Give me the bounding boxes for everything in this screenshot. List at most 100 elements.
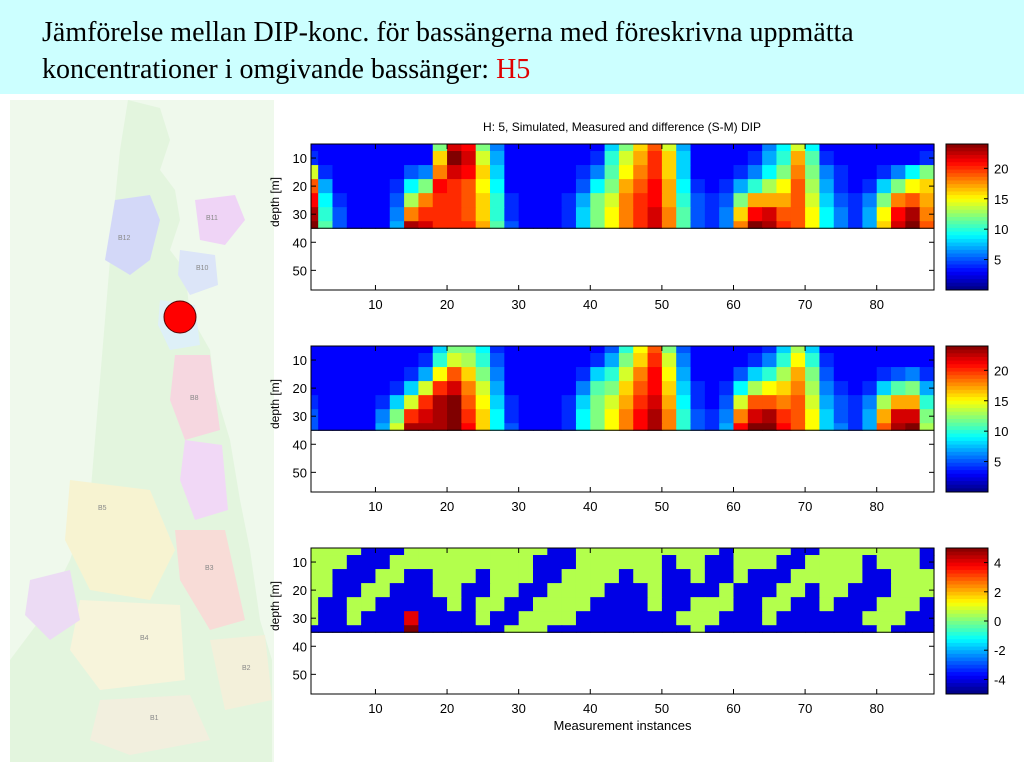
heatmap-cell: [647, 381, 663, 396]
heatmap-cell: [704, 353, 720, 368]
heatmap-cell: [311, 144, 319, 152]
colorbar-segment: [946, 488, 988, 493]
heatmap-cell: [532, 548, 548, 556]
heatmap-cell: [805, 395, 821, 410]
x-tick-label: 60: [726, 297, 740, 312]
heatmap-cell: [805, 193, 821, 208]
heatmap-cell: [862, 423, 878, 431]
heatmap-cell: [690, 409, 706, 424]
heatmap-cell: [876, 583, 892, 598]
heatmap-cell: [389, 144, 405, 152]
heatmap-cell: [618, 409, 634, 424]
heatmap-cell: [919, 569, 935, 584]
heatmap-cell: [332, 221, 348, 229]
heatmap-cell: [676, 625, 692, 633]
heatmap-cell: [311, 423, 319, 431]
heatmap-cell: [733, 625, 749, 633]
colorbar-frame: [945, 345, 989, 493]
colorbar-tick-label: 5: [994, 253, 1001, 268]
heatmap-cell: [776, 221, 792, 229]
heatmap-cell: [561, 193, 577, 208]
heatmap-cell: [876, 611, 892, 626]
heatmap-cell: [647, 583, 663, 598]
heatmap-cell: [547, 597, 563, 612]
heatmap-cell: [561, 381, 577, 396]
selected-basin-marker[interactable]: [163, 300, 197, 334]
heatmap-cell: [332, 193, 348, 208]
heatmap-cell: [375, 179, 391, 194]
heatmap-cell: [618, 346, 634, 354]
heatmap-cell: [311, 395, 319, 410]
heatmap-cell: [819, 625, 835, 633]
heatmap-cell: [661, 353, 677, 368]
heatmap-cell: [504, 207, 520, 222]
heatmap-cell: [690, 367, 706, 382]
heatmap-cell: [532, 611, 548, 626]
heatmap-cell: [575, 409, 591, 424]
heatmap-cell: [432, 144, 448, 152]
colorbar-segment: [946, 386, 988, 391]
heatmap-cell: [461, 409, 477, 424]
heatmap-cell: [590, 625, 606, 633]
heatmap-cell: [862, 409, 878, 424]
heatmap-cell: [518, 193, 534, 208]
heatmap-cell: [876, 367, 892, 382]
heatmap-cell: [475, 346, 491, 354]
heatmap-cell: [375, 611, 391, 626]
heatmap-cell: [475, 179, 491, 194]
heatmap-cell: [747, 548, 763, 556]
heatmap-cell: [575, 611, 591, 626]
colorbar-segment: [946, 268, 988, 273]
heatmap-cell: [776, 165, 792, 180]
heatmap-cell: [704, 381, 720, 396]
heatmap-cell: [919, 625, 935, 633]
heatmap-cell: [311, 193, 319, 208]
heatmap-cell: [919, 548, 935, 556]
map-label-b4: B4: [140, 635, 149, 642]
heatmap-cell: [618, 221, 634, 229]
heatmap-cell: [676, 423, 692, 431]
colorbar-segment: [946, 169, 988, 174]
heatmap-cell: [461, 144, 477, 152]
heatmap-cell: [747, 381, 763, 396]
colorbar-segment: [946, 220, 988, 225]
heatmap-cell: [504, 583, 520, 598]
heatmap-cell: [346, 395, 362, 410]
heatmap-cell: [733, 193, 749, 208]
colorbar-segment: [946, 595, 988, 600]
colorbar-segment: [946, 484, 988, 489]
basin-b2-shape: [210, 635, 272, 710]
heatmap-cell: [891, 221, 906, 229]
heatmap-cell: [790, 409, 806, 424]
heatmap-cell: [848, 193, 863, 208]
heatmap-cell: [575, 151, 591, 166]
heatmap-cell: [819, 611, 835, 626]
heatmap-cell: [590, 381, 606, 396]
colorbar-segment: [946, 282, 988, 287]
heatmap-cell: [332, 346, 348, 354]
heatmap-cell: [848, 353, 863, 368]
heatmap-cell: [461, 151, 477, 166]
heatmap-cell: [404, 611, 420, 626]
y-axis-label: depth [m]: [270, 581, 282, 631]
heatmap-cell: [389, 569, 405, 584]
heatmap-cell: [690, 353, 706, 368]
colorbar-segment: [946, 419, 988, 424]
basin-map: B11 B12 B10 B9 B8 B4 B5 B3 B2 B1: [10, 100, 274, 762]
heatmap-cell: [676, 179, 692, 194]
heatmap-cell: [361, 597, 377, 612]
heatmap-cell: [418, 409, 434, 424]
heatmap-cell: [776, 548, 792, 556]
heatmap-cell: [532, 409, 548, 424]
heatmap-cell: [404, 423, 420, 431]
x-tick-label: 80: [869, 701, 883, 716]
heatmap-cell: [618, 193, 634, 208]
heatmap-cell: [762, 346, 778, 354]
colorbar-segment: [946, 613, 988, 618]
heatmap-cell: [575, 583, 591, 598]
heatmap-cell: [547, 367, 563, 382]
heatmap-cell: [618, 625, 634, 633]
heatmap-cell: [389, 165, 405, 180]
heatmap-cell: [661, 207, 677, 222]
heatmap-cell: [790, 165, 806, 180]
